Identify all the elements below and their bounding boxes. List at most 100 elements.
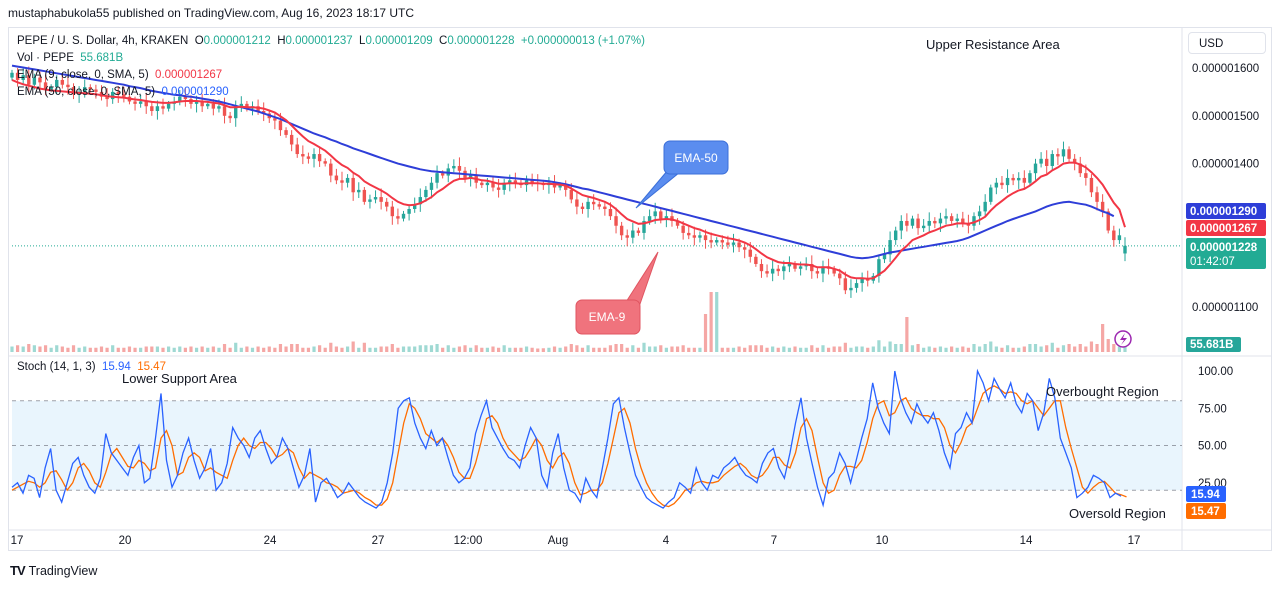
tradingview-logo[interactable]: ⁠TV TradingView: [10, 563, 97, 578]
time-tick-label: 17: [11, 535, 24, 547]
annotations-layer: EMA-50 EMA-9 Upper Resistance Area Lower…: [122, 37, 1166, 521]
legend-ema9: EMA (9, close, 0, SMA, 5) 0.000001267: [17, 69, 222, 81]
candle-body: [468, 175, 473, 178]
candle-body: [200, 101, 204, 107]
volume-bar: [720, 347, 724, 352]
candle-body: [178, 96, 182, 102]
volume-bar: [905, 317, 909, 352]
candle-body: [636, 230, 641, 233]
volume-bar: [558, 347, 562, 352]
candle-body: [1100, 201, 1105, 212]
volume-bar: [737, 346, 741, 352]
candle-body: [888, 240, 892, 255]
legend-ema50-label[interactable]: EMA (50, close, 0, SMA, 5): [17, 86, 156, 98]
candle-body: [261, 111, 266, 114]
volume-bar: [88, 347, 92, 352]
volume-bar: [647, 346, 652, 352]
candle-body: [564, 185, 568, 190]
volume-bar: [608, 345, 613, 352]
volume-bar: [256, 346, 260, 352]
price-tag: 0.000001228: [1190, 242, 1258, 254]
candle-body: [642, 220, 646, 233]
volume-bar: [933, 347, 937, 352]
candle-body: [955, 218, 959, 221]
volume-bar: [435, 344, 439, 352]
candle-body: [726, 242, 730, 245]
candle-body: [905, 220, 909, 226]
candle-body: [228, 115, 232, 119]
candle-body: [435, 173, 439, 183]
volume-bar: [922, 347, 926, 352]
volume-bar: [318, 345, 322, 352]
candle-body: [373, 197, 378, 200]
candle-body: [345, 177, 350, 183]
volume-bar: [731, 347, 736, 352]
volume-bar: [709, 292, 713, 352]
volume-bar: [43, 345, 48, 352]
lightning-icon-glyph: [1120, 333, 1127, 345]
candle-body: [206, 103, 210, 107]
volume-bar: [765, 347, 769, 352]
candle-body: [698, 235, 702, 238]
volume-bar: [379, 346, 383, 352]
candle-body: [810, 263, 814, 272]
volume-bar: [239, 347, 243, 352]
legend-stoch-label[interactable]: Stoch (14, 1, 3): [17, 361, 96, 373]
publisher-line: mustaphabukola55 published on TradingVie…: [8, 6, 415, 20]
time-tick-label: 24: [264, 535, 277, 547]
volume-bar: [502, 345, 506, 352]
legend-ema9-label[interactable]: EMA (9, close, 0, SMA, 5): [17, 69, 149, 81]
candle-body: [407, 209, 411, 214]
price-tick-label: 0.000001100: [1192, 302, 1258, 314]
candle-body: [910, 218, 915, 226]
volume-bar: [491, 346, 495, 352]
volume-bar: [312, 346, 316, 352]
legend-symbol-title[interactable]: PEPE / U. S. Dollar, 4h, KRAKEN: [17, 35, 189, 47]
candle-body: [720, 240, 725, 243]
candle-body: [703, 235, 708, 241]
candle-body: [989, 187, 993, 202]
volume-bar: [580, 347, 585, 352]
volume-bar: [373, 347, 378, 352]
candle-body: [133, 101, 137, 104]
candle-body: [972, 216, 976, 226]
candle-body: [323, 161, 327, 164]
tradingview-logo-icon: ⁠TV: [10, 563, 26, 578]
candle-body: [625, 235, 629, 238]
volume-bar: [345, 346, 350, 352]
volume-bar: [776, 347, 780, 352]
candle-body: [742, 247, 747, 250]
volume-bar: [144, 346, 148, 352]
legend-volume-label[interactable]: Vol · PEPE: [17, 52, 74, 64]
volume-bar: [1039, 346, 1043, 352]
volume-bar: [1028, 344, 1032, 352]
legend-close: 0.000001228: [447, 35, 515, 47]
volume-bar: [99, 346, 104, 352]
volume-bar: [111, 345, 115, 352]
candle-body: [944, 216, 948, 219]
candle-body: [787, 263, 792, 267]
volume-bar: [127, 346, 132, 352]
volume-tag-bg: [1186, 337, 1241, 352]
ema50-callout-text: EMA-50: [674, 151, 718, 165]
volume-bar: [748, 345, 752, 352]
candle-body: [715, 240, 719, 243]
candle-body: [1123, 245, 1127, 254]
volume-bar: [826, 347, 831, 352]
volume-bar: [94, 347, 98, 352]
candle-body: [211, 103, 216, 109]
candle-body: [681, 225, 685, 233]
volume-bar: [866, 347, 870, 352]
volume-bar: [508, 347, 512, 352]
ema9-callout-text: EMA-9: [589, 310, 626, 324]
candle-body: [664, 216, 669, 219]
stoch-d-line: [11, 385, 1127, 508]
volume-bar: [519, 347, 523, 352]
candle-body: [144, 101, 148, 107]
candle-body: [1044, 158, 1049, 166]
volume-bar: [77, 347, 81, 352]
volume-bar: [1112, 344, 1116, 352]
currency-button[interactable]: USD: [1188, 32, 1266, 54]
volume-bar: [966, 347, 970, 352]
